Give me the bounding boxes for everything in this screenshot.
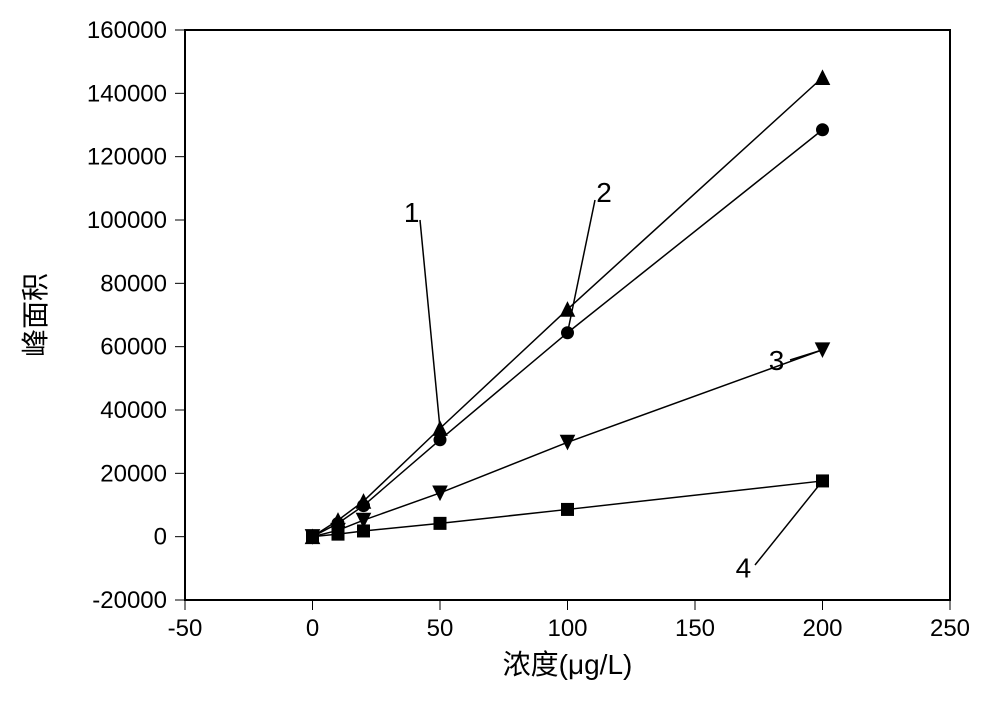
x-tick-label: 100 [547, 615, 587, 642]
x-tick-label: 200 [802, 615, 842, 642]
y-tick-label: 40000 [100, 397, 167, 424]
series-4 [307, 475, 829, 543]
series-labels: 1 2 3 4 [404, 177, 823, 584]
series-3-marker [561, 435, 575, 449]
series-3-marker [433, 486, 447, 500]
y-axis-title: 峰面积 [20, 273, 51, 357]
y-ticks: -20000 0 20000 40000 60000 80000 100000 120000 1… [87, 17, 185, 614]
y-tick-label: 20000 [100, 460, 167, 487]
y-tick-label: 0 [154, 524, 167, 551]
x-axis-label: 浓度(μg/L) [503, 649, 633, 680]
series-2-marker [358, 500, 370, 512]
series-4-marker [358, 525, 370, 537]
y-tick-label: 120000 [87, 144, 167, 171]
x-tick-label: 50 [427, 615, 454, 642]
series-1 [306, 71, 830, 544]
series-1-leader [420, 220, 440, 428]
series-2 [307, 124, 829, 543]
y-tick-label: 80000 [100, 270, 167, 297]
series-4-marker [307, 531, 319, 543]
series-4-marker [332, 528, 344, 540]
chart-container: -50 0 50 100 150 200 250 -20000 0 20000 40000 6000… [0, 0, 1000, 708]
x-axis-title: 浓度(μg/L) [503, 649, 633, 680]
series-4-marker [434, 517, 446, 529]
x-tick-label: 150 [675, 615, 715, 642]
y-axis-label: 峰面积 [20, 273, 51, 357]
x-ticks: -50 0 50 100 150 200 250 [168, 600, 970, 642]
series-3-label: 3 [769, 345, 785, 376]
series-3-leader [790, 350, 823, 360]
y-tick-label: 60000 [100, 334, 167, 361]
y-tick-label: 140000 [87, 80, 167, 107]
series-2-marker [434, 434, 446, 446]
series-4-marker [562, 503, 574, 515]
y-tick-label: 160000 [87, 17, 167, 44]
x-tick-label: -50 [168, 615, 203, 642]
x-tick-label: 250 [930, 615, 970, 642]
series-2-label: 2 [596, 177, 612, 208]
series-group [306, 71, 830, 544]
series-4-label: 4 [736, 553, 752, 584]
calibration-chart: -50 0 50 100 150 200 250 -20000 0 20000 40000 6000… [0, 0, 1000, 708]
series-4-leader [755, 481, 823, 565]
y-tick-label: -20000 [92, 587, 167, 614]
y-tick-label: 100000 [87, 207, 167, 234]
series-1-label: 1 [404, 197, 420, 228]
x-tick-label: 0 [306, 615, 319, 642]
series-2-leader [568, 200, 596, 333]
series-1-marker [816, 71, 830, 85]
series-2-marker [817, 124, 829, 136]
